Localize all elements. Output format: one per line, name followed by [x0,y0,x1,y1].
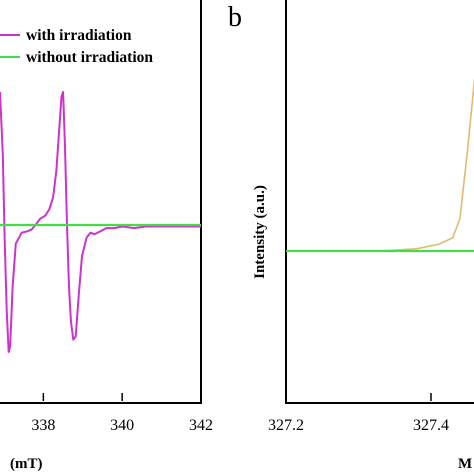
panel-b-ticks [285,393,432,401]
panel-b-x-axis-label: M [458,456,472,472]
panel-b-tick-labels: 327.2 327.4 [268,417,449,434]
panel-b: 327.2 327.4 Intensity (a.u.) M [252,0,474,472]
panel-a-x-axis-label: (mT) [10,456,43,472]
panel-b-letter: b [228,2,242,33]
series-with-irradiation-line [0,91,201,353]
panel-b-frame [285,0,474,404]
panel-a-legend: with irradiation without irradiation [0,27,153,66]
panel-a-ticks [42,393,202,401]
legend-entry: without irradiation [26,49,153,66]
panel-b-y-axis-label: Intensity (a.u.) [252,185,268,279]
panel-b-x-tick-label: 327.2 [268,417,304,434]
panel-b-series [286,79,474,253]
panel-a-x-tick-label: 342 [189,417,213,434]
panel-a-frame [0,0,202,404]
legend-entry: with irradiation [26,27,132,44]
panel-a-series [0,91,201,353]
panel-b-x-tick-label: 327.4 [413,417,449,434]
panel-b-signal-line [286,79,474,252]
panel-a-x-tick-label: 340 [110,417,134,434]
panel-a-x-tick-label: 338 [31,417,55,434]
panel-a-tick-labels: 338 340 342 [31,417,213,434]
